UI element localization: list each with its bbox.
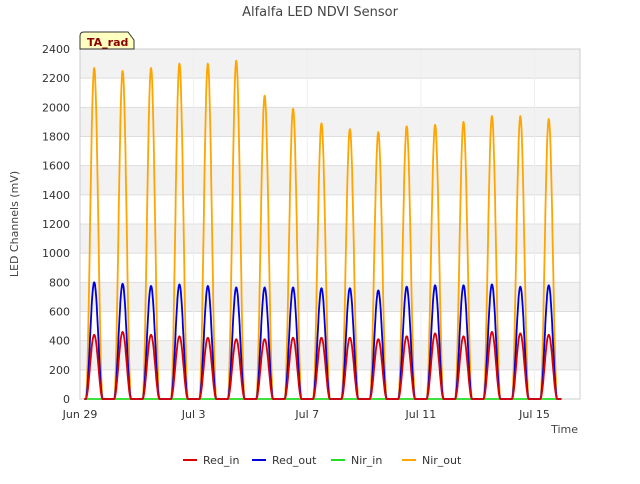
- y-tick-label: 400: [49, 335, 70, 348]
- y-tick-label: 0: [63, 393, 70, 406]
- chart-title: Alfalfa LED NDVI Sensor: [242, 5, 399, 20]
- legend-label-nir-in: Nir_in: [351, 454, 382, 467]
- y-tick-label: 1600: [42, 160, 70, 173]
- legend-label-red-in: Red_in: [203, 454, 239, 467]
- legend-label-red-out: Red_out: [272, 454, 317, 467]
- legend-label-nir-out: Nir_out: [422, 454, 462, 467]
- x-tick-label: Jul 15: [518, 408, 550, 421]
- y-tick-label: 1800: [42, 131, 70, 144]
- y-tick-label: 1200: [42, 218, 70, 231]
- y-tick-label: 2000: [42, 101, 70, 114]
- x-tick-label: Jun 29: [62, 408, 98, 421]
- legend: Red_in Red_out Nir_in Nir_out: [183, 454, 462, 467]
- x-axis: Jun 29 Jul 3 Jul 7 Jul 11 Jul 15: [62, 408, 550, 421]
- y-axis-label: LED Channels (mV): [8, 171, 21, 277]
- y-tick-label: 1000: [42, 247, 70, 260]
- band-600: [80, 282, 580, 312]
- y-tick-label: 200: [49, 364, 70, 377]
- y-tick-label: 600: [49, 306, 70, 319]
- x-tick-label: Jul 11: [405, 408, 437, 421]
- y-tick-label: 1400: [42, 189, 70, 202]
- band-2200: [80, 49, 580, 79]
- site-label-box: [79, 31, 135, 50]
- y-axis: 0 200 400 600 800 1000 1200 1400 1600 1800 2000 220…: [42, 43, 70, 406]
- x-tick-label: Jul 3: [181, 408, 206, 421]
- y-tick-label: 2200: [42, 72, 70, 85]
- y-tick-label: 800: [49, 276, 70, 289]
- y-tick-label: 2400: [42, 43, 70, 56]
- series-line-red-in: [83, 331, 563, 400]
- site-label-badge: TA_rad: [79, 31, 135, 50]
- band-1800: [80, 107, 580, 137]
- site-label-text: TA_rad: [87, 36, 128, 49]
- series-lines: [83, 59, 563, 400]
- x-tick-label: Jul 7: [294, 408, 319, 421]
- x-axis-label: Time: [550, 423, 578, 436]
- band-1400: [80, 165, 580, 195]
